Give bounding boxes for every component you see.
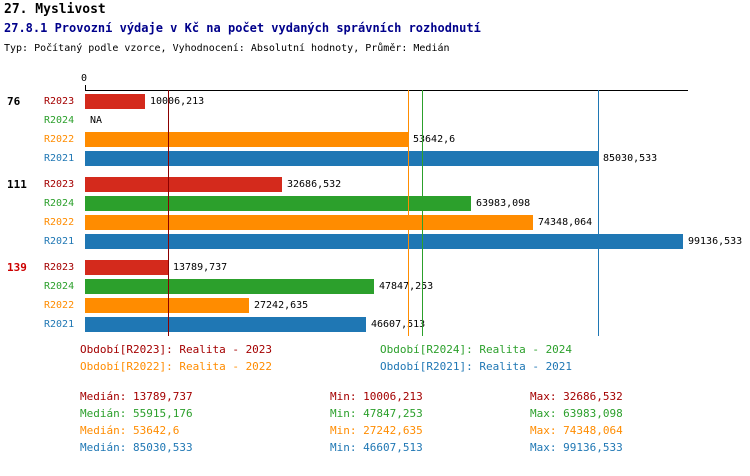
stat-median: Medián: 13789,737 (80, 390, 193, 403)
stat-min: Min: 10006,213 (330, 390, 423, 403)
series-label: R2023 (44, 179, 75, 190)
series-label: R2022 (44, 217, 75, 228)
series-label: R2024 (44, 198, 75, 209)
legend-item: Období[R2021]: Realita - 2021 (380, 360, 573, 373)
series-label: R2024 (44, 281, 75, 292)
page-title: 27. Myslivost (4, 2, 106, 17)
stat-median: Medián: 53642,6 (80, 424, 180, 437)
bar-value-label: 46607,513 (371, 319, 426, 330)
stat-min: Min: 47847,253 (330, 407, 423, 420)
bar-row: R2024 63983,098 (0, 194, 750, 213)
bar-value-label: 10006,213 (150, 96, 205, 107)
bar-row: R2021 85030,533 (0, 149, 750, 168)
bar (85, 132, 408, 147)
stats-table: Medián: 13789,737 Min: 10006,213 Max: 3268… (80, 390, 730, 458)
bar-row: R2023 13789,737 (0, 258, 750, 277)
series-label: R2023 (44, 96, 75, 107)
bar (85, 215, 533, 230)
bar-row: R2024 NA (0, 111, 750, 130)
bar-value-label: 53642,6 (413, 134, 456, 145)
bar-value-label: 85030,533 (603, 153, 658, 164)
bar-group: 139 R2023 13789,737 R2024 47847,253 R2022 2724… (0, 258, 750, 334)
bar (85, 196, 471, 211)
bar-row: R2023 32686,532 (0, 175, 750, 194)
bar-value-label: 47847,253 (379, 281, 434, 292)
bar-value-label: NA (90, 115, 103, 126)
bar-row: R2022 53642,6 (0, 130, 750, 149)
bar (85, 317, 366, 332)
series-label: R2021 (44, 153, 75, 164)
stat-row: Medián: 13789,737 Min: 10006,213 Max: 3268… (80, 390, 730, 407)
bar-groups: 76 R2023 10006,213 R2024 NA R2022 53642,6 R2021… (0, 92, 750, 341)
group-count-label: 76 (7, 95, 21, 108)
stat-max: Max: 99136,533 (530, 441, 623, 454)
bar (85, 94, 145, 109)
series-label: R2024 (44, 115, 75, 126)
series-label: R2021 (44, 236, 75, 247)
stat-min: Min: 27242,635 (330, 424, 423, 437)
bar-value-label: 27242,635 (254, 300, 309, 311)
legend-item: Období[R2023]: Realita - 2023 (80, 343, 273, 356)
bar-row: R2024 47847,253 (0, 277, 750, 296)
bar-value-label: 63983,098 (476, 198, 531, 209)
stat-row: Medián: 85030,533 Min: 46607,513 Max: 9913… (80, 441, 730, 458)
bar-row: R2023 10006,213 (0, 92, 750, 111)
axis-origin-label: 0 (81, 73, 88, 84)
stat-median: Medián: 85030,533 (80, 441, 193, 454)
stat-max: Max: 74348,064 (530, 424, 623, 437)
stat-min: Min: 46607,513 (330, 441, 423, 454)
stat-row: Medián: 53642,6 Min: 27242,635 Max: 74348,… (80, 424, 730, 441)
stat-max: Max: 32686,532 (530, 390, 623, 403)
bar-value-label: 74348,064 (538, 217, 593, 228)
bar-row: R2022 27242,635 (0, 296, 750, 315)
chart-meta-line: Typ: Počítaný podle vzorce, Vyhodnocení:… (4, 43, 450, 54)
bar (85, 177, 282, 192)
bar (85, 151, 598, 166)
chart-subtitle: 27.8.1 Provozní výdaje v Kč na počet vyd… (4, 21, 481, 35)
bar-row: R2021 46607,513 (0, 315, 750, 334)
bar-value-label: 13789,737 (173, 262, 228, 273)
group-count-label: 111 (7, 178, 27, 191)
bar-group: 76 R2023 10006,213 R2024 NA R2022 53642,6 R2021… (0, 92, 750, 168)
series-label: R2022 (44, 134, 75, 145)
stat-max: Max: 63983,098 (530, 407, 623, 420)
bar-row: R2022 74348,064 (0, 213, 750, 232)
axis-tick (85, 85, 86, 90)
bar-value-label: 99136,533 (688, 236, 743, 247)
series-label: R2021 (44, 319, 75, 330)
legend-item: Období[R2022]: Realita - 2022 (80, 360, 273, 373)
top-axis-line (85, 90, 688, 91)
bar-value-label: 32686,532 (287, 179, 342, 190)
bar-group: 111 R2023 32686,532 R2024 63983,098 R2022 7434… (0, 175, 750, 251)
bar (85, 234, 683, 249)
stat-median: Medián: 55915,176 (80, 407, 193, 420)
legend-item: Období[R2024]: Realita - 2024 (380, 343, 573, 356)
bar (85, 298, 249, 313)
bar-row: R2021 99136,533 (0, 232, 750, 251)
legend: Období[R2023]: Realita - 2023 Období[R202… (80, 343, 700, 379)
bar (85, 260, 168, 275)
bar (85, 279, 374, 294)
group-count-label: 139 (7, 261, 27, 274)
series-label: R2023 (44, 262, 75, 273)
stat-row: Medián: 55915,176 Min: 47847,253 Max: 6398… (80, 407, 730, 424)
series-label: R2022 (44, 300, 75, 311)
